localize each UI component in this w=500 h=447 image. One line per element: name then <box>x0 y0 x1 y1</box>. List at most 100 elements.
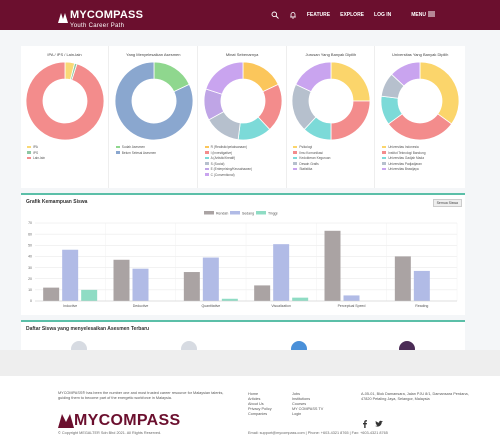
footer-link[interactable]: Privacy Policy <box>248 407 272 411</box>
legend-item: Desain Grafis <box>293 162 373 166</box>
legend-label: R (Realistic/pelaksanaan) <box>210 145 247 149</box>
donut-slice-2[interactable] <box>114 61 194 141</box>
page-divider-band <box>0 350 500 376</box>
donut-title: Universitas Yang Banyak Dipilih <box>392 52 449 57</box>
legend-swatch <box>382 151 387 154</box>
bell-icon[interactable] <box>289 11 297 19</box>
nav-menu[interactable]: MENU <box>411 11 436 19</box>
bar-tinggi-4[interactable] <box>292 297 309 301</box>
donut-chart-3: Minat Sebenarnya R (Realistic/pelaksanaan… <box>199 46 287 188</box>
bar-sedang-5[interactable] <box>343 295 360 301</box>
bar-legend-item[interactable]: Sedang <box>230 211 254 215</box>
legend-item: Lain-lain <box>27 156 107 160</box>
bar-sedang-1[interactable] <box>62 249 79 301</box>
donut-slice-1[interactable] <box>419 61 460 125</box>
x-tick-label: Deductive <box>133 304 149 308</box>
footer-copyright: © Copyright MEGALTER Sdn Bhd 2021. All R… <box>58 431 162 435</box>
y-tick-label: 50 <box>28 243 32 247</box>
logo-mark-icon <box>58 12 68 23</box>
footer-link[interactable]: Institutions <box>292 397 311 401</box>
bar-sedang-2[interactable] <box>132 268 149 301</box>
bar-tinggi-3[interactable] <box>221 298 238 301</box>
bar-rendah-1[interactable] <box>43 287 60 301</box>
recent-students-title: Daftar Siswa yang menyelesaikan Asesmen … <box>26 326 150 332</box>
legend-label: Sudah Asesmen <box>121 145 146 149</box>
footer-link[interactable]: About Us <box>248 402 264 406</box>
legend-label: Universitas Brawijaya <box>388 167 419 171</box>
legend-item: A (Artistic/Kreatif) <box>204 156 285 160</box>
footer-link[interactable]: Articles <box>248 397 261 401</box>
nav-login[interactable]: LOG IN <box>374 12 392 18</box>
legend-label: Institut Teknologi Bandung <box>388 150 426 155</box>
student-filter-button[interactable]: Semua Siswa <box>432 199 462 207</box>
legend-swatch <box>293 162 298 165</box>
bar-legend-swatch <box>256 211 266 215</box>
donut-slice-2[interactable] <box>330 100 371 141</box>
footer-brand: MYCOMPASS <box>74 412 181 429</box>
legend-swatch <box>382 167 387 171</box>
twitter-icon[interactable] <box>375 415 383 427</box>
donut-slice-1[interactable] <box>330 61 371 102</box>
legend-label: I (Investigative) <box>210 150 233 155</box>
donut-legend: R (Realistic/pelaksanaan) I (Investigativ… <box>204 145 285 178</box>
footer-link[interactable]: Companies <box>248 412 268 416</box>
donut-title: IPA / IPS / Lain-lain <box>47 52 82 57</box>
footer-link[interactable]: Courses <box>292 402 307 406</box>
donut-legend: Sudah Asesmen Belum Selesai Asesmen <box>115 145 196 156</box>
legend-label: Kedokteran Keguruan <box>299 156 331 160</box>
bar-sedang-6[interactable] <box>413 270 430 301</box>
bar-rendah-2[interactable] <box>113 259 130 301</box>
legend-swatch <box>27 151 31 154</box>
y-tick-label: 30 <box>28 266 32 270</box>
bar-legend-item[interactable]: Rendah <box>204 211 228 215</box>
legend-label: IPA <box>33 145 38 149</box>
legend-swatch <box>204 167 209 171</box>
footer-link[interactable]: Home <box>248 392 259 396</box>
legend-label: Universitas Gadjah Mada <box>388 156 424 160</box>
search-icon[interactable] <box>271 11 279 19</box>
legend-item: Universitas Indonesia <box>382 145 462 149</box>
y-tick-label: 20 <box>28 277 32 281</box>
bar-rendah-6[interactable] <box>394 256 411 301</box>
legend-swatch <box>293 145 298 149</box>
nav-menu-label: MENU <box>411 12 426 18</box>
bar-sedang-3[interactable] <box>202 257 219 301</box>
header-logo[interactable]: MYCOMPASS Youth Career Path <box>58 6 143 29</box>
donut-slice-5[interactable] <box>295 61 332 93</box>
nav-feature[interactable]: FEATURE <box>306 12 331 18</box>
donut-slice-3[interactable] <box>25 61 105 141</box>
legend-item: Universitas Brawijaya <box>382 167 462 171</box>
ability-chart-panel: Grafik Kemampuan Siswa Semua Siswa Renda… <box>21 193 465 315</box>
legend-swatch <box>204 173 209 176</box>
bar-legend-label: Rendah <box>216 211 228 215</box>
bar-rendah-3[interactable] <box>183 272 200 301</box>
donut-slice-2[interactable] <box>388 113 453 141</box>
footer-address: A-05-01, Blok Damansara, Jalan PJU 8/1, … <box>361 392 469 401</box>
bar-legend-item[interactable]: Tinggi <box>256 211 278 215</box>
y-tick-label: 0 <box>30 299 32 303</box>
donut-legend: IPA IPS Lain-lain <box>27 145 107 162</box>
y-tick-label: 10 <box>28 288 32 292</box>
legend-item: Institut Teknologi Bandung <box>382 151 462 155</box>
legend-label: A (Artistic/Kreatif) <box>210 156 236 160</box>
bar-legend-label: Sedang <box>242 211 254 215</box>
bar-sedang-4[interactable] <box>273 244 290 301</box>
nav-explore[interactable]: EXPLORE <box>340 12 365 18</box>
footer-links-col-2: Jobs Institutions Courses MY COMPASS TV … <box>292 392 323 417</box>
footer-link[interactable]: Jobs <box>292 392 301 396</box>
donut-slice-6[interactable] <box>204 61 243 95</box>
facebook-icon[interactable] <box>361 415 369 428</box>
bar-rendah-5[interactable] <box>324 230 341 301</box>
legend-item: S (Social) <box>204 162 285 166</box>
legend-swatch <box>204 145 209 149</box>
donut-slice-5[interactable] <box>391 61 421 87</box>
legend-label: C (Conventional) <box>210 172 235 177</box>
footer-logo[interactable]: MYCOMPASS <box>58 412 180 430</box>
legend-item: Universitas Padjadjaran <box>382 162 462 166</box>
footer-link[interactable]: MY COMPASS TV <box>292 407 324 411</box>
footer-link[interactable]: Login <box>292 412 302 416</box>
legend-item: Belum Selesai Asesmen <box>115 151 196 155</box>
legend-item: Statistika <box>293 167 373 171</box>
bar-tinggi-1[interactable] <box>81 289 98 301</box>
bar-rendah-4[interactable] <box>254 285 271 301</box>
